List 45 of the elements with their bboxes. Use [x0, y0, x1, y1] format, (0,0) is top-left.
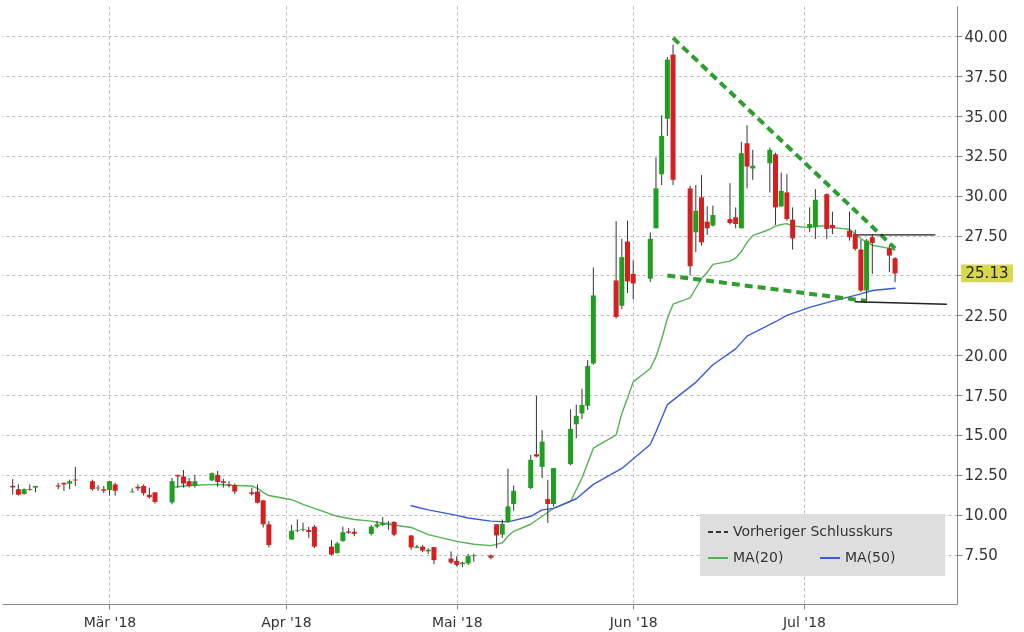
- candlestick: [892, 256, 898, 283]
- candlestick: [767, 147, 773, 193]
- y-tick-label: 15.00: [964, 426, 1008, 445]
- candlestick: [192, 474, 198, 489]
- x-tick-label: Apr '18: [261, 613, 312, 630]
- candlestick: [744, 124, 750, 189]
- y-tick-label: 37.50: [964, 67, 1008, 86]
- y-tick-label: 10.00: [964, 506, 1008, 525]
- y-tick-label: 7.50: [964, 546, 998, 565]
- y-tick-label: 40.00: [964, 27, 1008, 46]
- x-tick-label: Jul '18: [781, 613, 826, 630]
- legend-label: MA(20): [733, 549, 784, 565]
- y-tick-label: 12.50: [964, 466, 1008, 485]
- candlestick: [869, 233, 875, 275]
- x-tick-label: Mär '18: [83, 613, 137, 630]
- candlestick: [27, 483, 33, 492]
- candlestick: [511, 485, 517, 512]
- candlestick: [778, 171, 784, 207]
- candlestick: [226, 480, 232, 489]
- y-tick-label: 27.50: [964, 227, 1008, 246]
- candlestick: [790, 206, 796, 251]
- y-tick-label: 32.50: [964, 147, 1008, 166]
- text: 25.13: [965, 264, 1009, 283]
- candlestick: [499, 518, 505, 539]
- candlestick: [169, 477, 175, 505]
- candlestick: [294, 518, 300, 533]
- y-tick-label: 20.00: [964, 346, 1008, 365]
- candlestick: [545, 479, 551, 524]
- y-tick-label: 30.00: [964, 187, 1008, 206]
- candlestick: [693, 184, 699, 253]
- candlestick: [505, 467, 511, 524]
- candlestick: [300, 522, 306, 532]
- legend-label: Vorheriger Schlusskurs: [733, 523, 893, 539]
- candlestick: [886, 245, 892, 273]
- y-tick-label: 22.50: [964, 306, 1008, 325]
- candlestick: [494, 523, 500, 549]
- candlestick: [573, 404, 579, 439]
- candlestick: [266, 520, 272, 548]
- y-tick-label: 17.50: [964, 386, 1008, 405]
- x-tick-label: Mai '18: [431, 613, 483, 630]
- candlestick: [533, 395, 539, 458]
- legend-label: MA(50): [845, 549, 896, 565]
- line-series: [410, 287, 896, 523]
- y-tick-label: 35.00: [964, 107, 1008, 126]
- x-tick-label: Jun '18: [608, 613, 658, 630]
